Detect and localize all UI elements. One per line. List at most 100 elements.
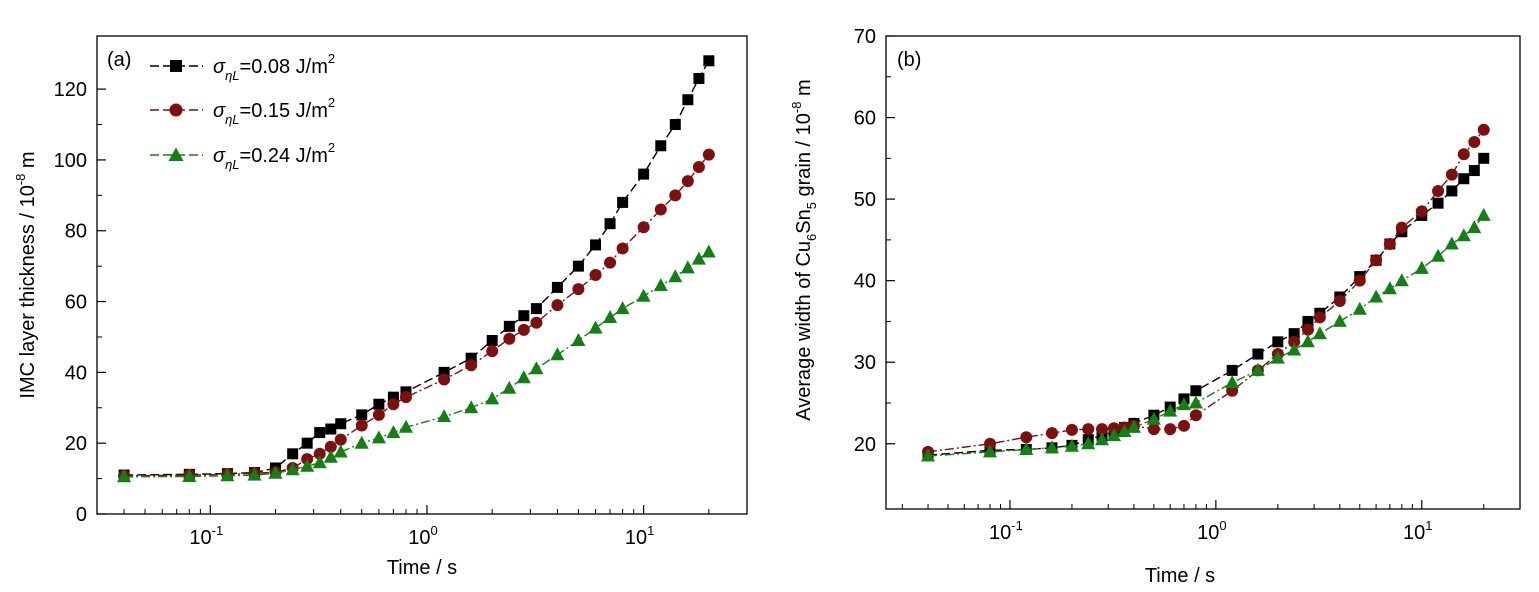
x-tick-label-a-1: 100 xyxy=(408,523,437,549)
data-point-b-1-2 xyxy=(1020,431,1033,444)
data-point-a-2-2 xyxy=(220,468,235,482)
data-point-a-0-26 xyxy=(655,140,667,152)
data-point-b-2-15 xyxy=(1250,362,1265,376)
data-point-a-2-26 xyxy=(653,278,668,292)
data-point-a-1-12 xyxy=(387,398,400,411)
x-tick-label-b-2: 101 xyxy=(1403,518,1432,544)
data-point-a-0-28 xyxy=(682,94,694,106)
data-point-b-0-18 xyxy=(1302,315,1314,327)
data-point-b-0-28 xyxy=(1458,173,1470,185)
data-point-a-0-10 xyxy=(356,409,368,421)
data-point-b-1-30 xyxy=(1477,123,1490,136)
data-point-a-2-5 xyxy=(285,462,300,476)
data-point-a-1-20 xyxy=(551,299,564,312)
data-point-a-1-7 xyxy=(313,447,326,460)
data-point-a-0-21 xyxy=(572,260,584,272)
data-point-b-2-8 xyxy=(1117,424,1132,437)
data-point-b-1-17 xyxy=(1288,335,1301,348)
data-point-a-2-8 xyxy=(323,449,338,463)
data-point-a-0-11 xyxy=(373,398,385,410)
data-point-b-1-11 xyxy=(1164,423,1177,436)
data-point-a-0-9 xyxy=(335,418,347,430)
data-point-a-1-25 xyxy=(637,221,650,234)
data-point-b-2-20 xyxy=(1332,313,1347,327)
data-point-a-1-23 xyxy=(604,256,617,269)
data-point-b-2-28 xyxy=(1456,228,1471,242)
legend-item-2: σηL=0.15 J/m2 xyxy=(150,95,335,127)
series-line-b-0 xyxy=(927,157,1485,456)
data-point-b-2-10 xyxy=(1146,411,1161,425)
data-point-a-2-20 xyxy=(550,347,565,361)
series-line-b-1 xyxy=(927,129,1485,453)
data-point-a-1-11 xyxy=(372,408,385,421)
data-point-b-0-26 xyxy=(1432,197,1444,209)
data-point-b-2-2 xyxy=(1019,442,1034,455)
data-point-a-1-24 xyxy=(616,242,629,255)
y-tick-label-b-5: 70 xyxy=(854,26,876,48)
data-point-a-1-22 xyxy=(589,269,602,281)
data-point-b-2-18 xyxy=(1300,334,1315,348)
y-tick-label-a-6: 120 xyxy=(54,79,87,101)
data-point-b-2-14 xyxy=(1225,375,1240,389)
data-point-a-2-17 xyxy=(502,380,517,394)
data-point-a-2-21 xyxy=(571,333,586,346)
y-tick-label-a-0: 0 xyxy=(76,504,87,526)
data-point-a-0-17 xyxy=(503,320,515,332)
data-point-b-1-26 xyxy=(1432,184,1445,197)
data-point-a-0-19 xyxy=(530,303,542,315)
data-point-a-2-25 xyxy=(636,288,651,302)
data-point-b-1-24 xyxy=(1395,221,1408,234)
data-point-b-1-12 xyxy=(1177,419,1190,432)
data-point-a-0-20 xyxy=(551,281,563,293)
data-point-a-2-11 xyxy=(371,430,386,444)
data-point-b-2-5 xyxy=(1081,436,1096,450)
data-point-b-1-1 xyxy=(984,437,997,450)
data-point-a-2-29 xyxy=(691,251,706,265)
data-point-a-1-21 xyxy=(572,283,585,296)
plot-frame-b xyxy=(885,35,1521,510)
data-point-a-2-27 xyxy=(668,269,683,283)
data-point-a-1-17 xyxy=(503,332,516,345)
y-tick-label-b-4: 60 xyxy=(854,108,876,130)
data-point-b-0-29 xyxy=(1468,165,1480,177)
data-point-a-1-10 xyxy=(355,419,368,432)
series-line-a-2 xyxy=(124,251,710,478)
data-point-b-2-4 xyxy=(1064,438,1079,452)
data-point-a-1-15 xyxy=(465,359,478,372)
data-point-a-1-30 xyxy=(702,148,715,161)
data-point-a-0-30 xyxy=(703,55,715,67)
panel-b: 20 30 40 50 60 70 10-1 100 101 (b) Time / s Aver… xyxy=(789,26,1521,587)
data-point-b-0-17 xyxy=(1288,328,1300,340)
data-point-a-2-18 xyxy=(516,370,531,384)
y-tick-label-a-1: 20 xyxy=(65,433,87,455)
data-point-b-0-15 xyxy=(1252,348,1264,360)
data-point-a-2-3 xyxy=(247,467,262,481)
data-point-a-2-4 xyxy=(268,465,283,479)
data-point-b-2-25 xyxy=(1414,260,1429,274)
marks-b xyxy=(921,123,1491,462)
data-point-a-1-29 xyxy=(692,161,705,174)
data-point-a-0-6 xyxy=(301,437,313,449)
data-point-b-1-4 xyxy=(1065,423,1078,436)
x-tick-label-b-0: 10-1 xyxy=(989,518,1023,544)
data-point-b-2-19 xyxy=(1312,326,1327,340)
data-point-b-2-1 xyxy=(983,444,997,458)
panel-a: 0 20 40 60 80 100 120 10-1 100 101 (a) Time / s I… xyxy=(13,35,748,579)
data-point-b-2-29 xyxy=(1467,220,1482,234)
x-tick-label-a-2: 101 xyxy=(625,523,654,549)
x-axis-label-a: Time / s xyxy=(387,557,457,579)
data-point-b-2-27 xyxy=(1444,236,1459,250)
data-point-b-1-20 xyxy=(1333,295,1346,308)
data-point-a-1-28 xyxy=(681,175,694,188)
data-point-a-2-1 xyxy=(182,469,197,482)
svg-text:σηL=0.15 J/m2: σηL=0.15 J/m2 xyxy=(213,95,335,127)
panel-label-b: (b) xyxy=(897,49,921,71)
data-point-a-1-14 xyxy=(438,373,451,386)
legend: σηL=0.08 J/m2 σηL=0.15 J/m2 σηL=0.24 J/m… xyxy=(150,51,335,172)
y-tick-label-a-2: 40 xyxy=(65,362,87,384)
data-point-a-2-7 xyxy=(312,455,327,469)
data-point-b-2-0 xyxy=(921,448,935,462)
data-point-a-1-9 xyxy=(334,433,347,446)
data-point-a-0-18 xyxy=(518,310,530,322)
data-point-a-2-15 xyxy=(464,400,479,414)
